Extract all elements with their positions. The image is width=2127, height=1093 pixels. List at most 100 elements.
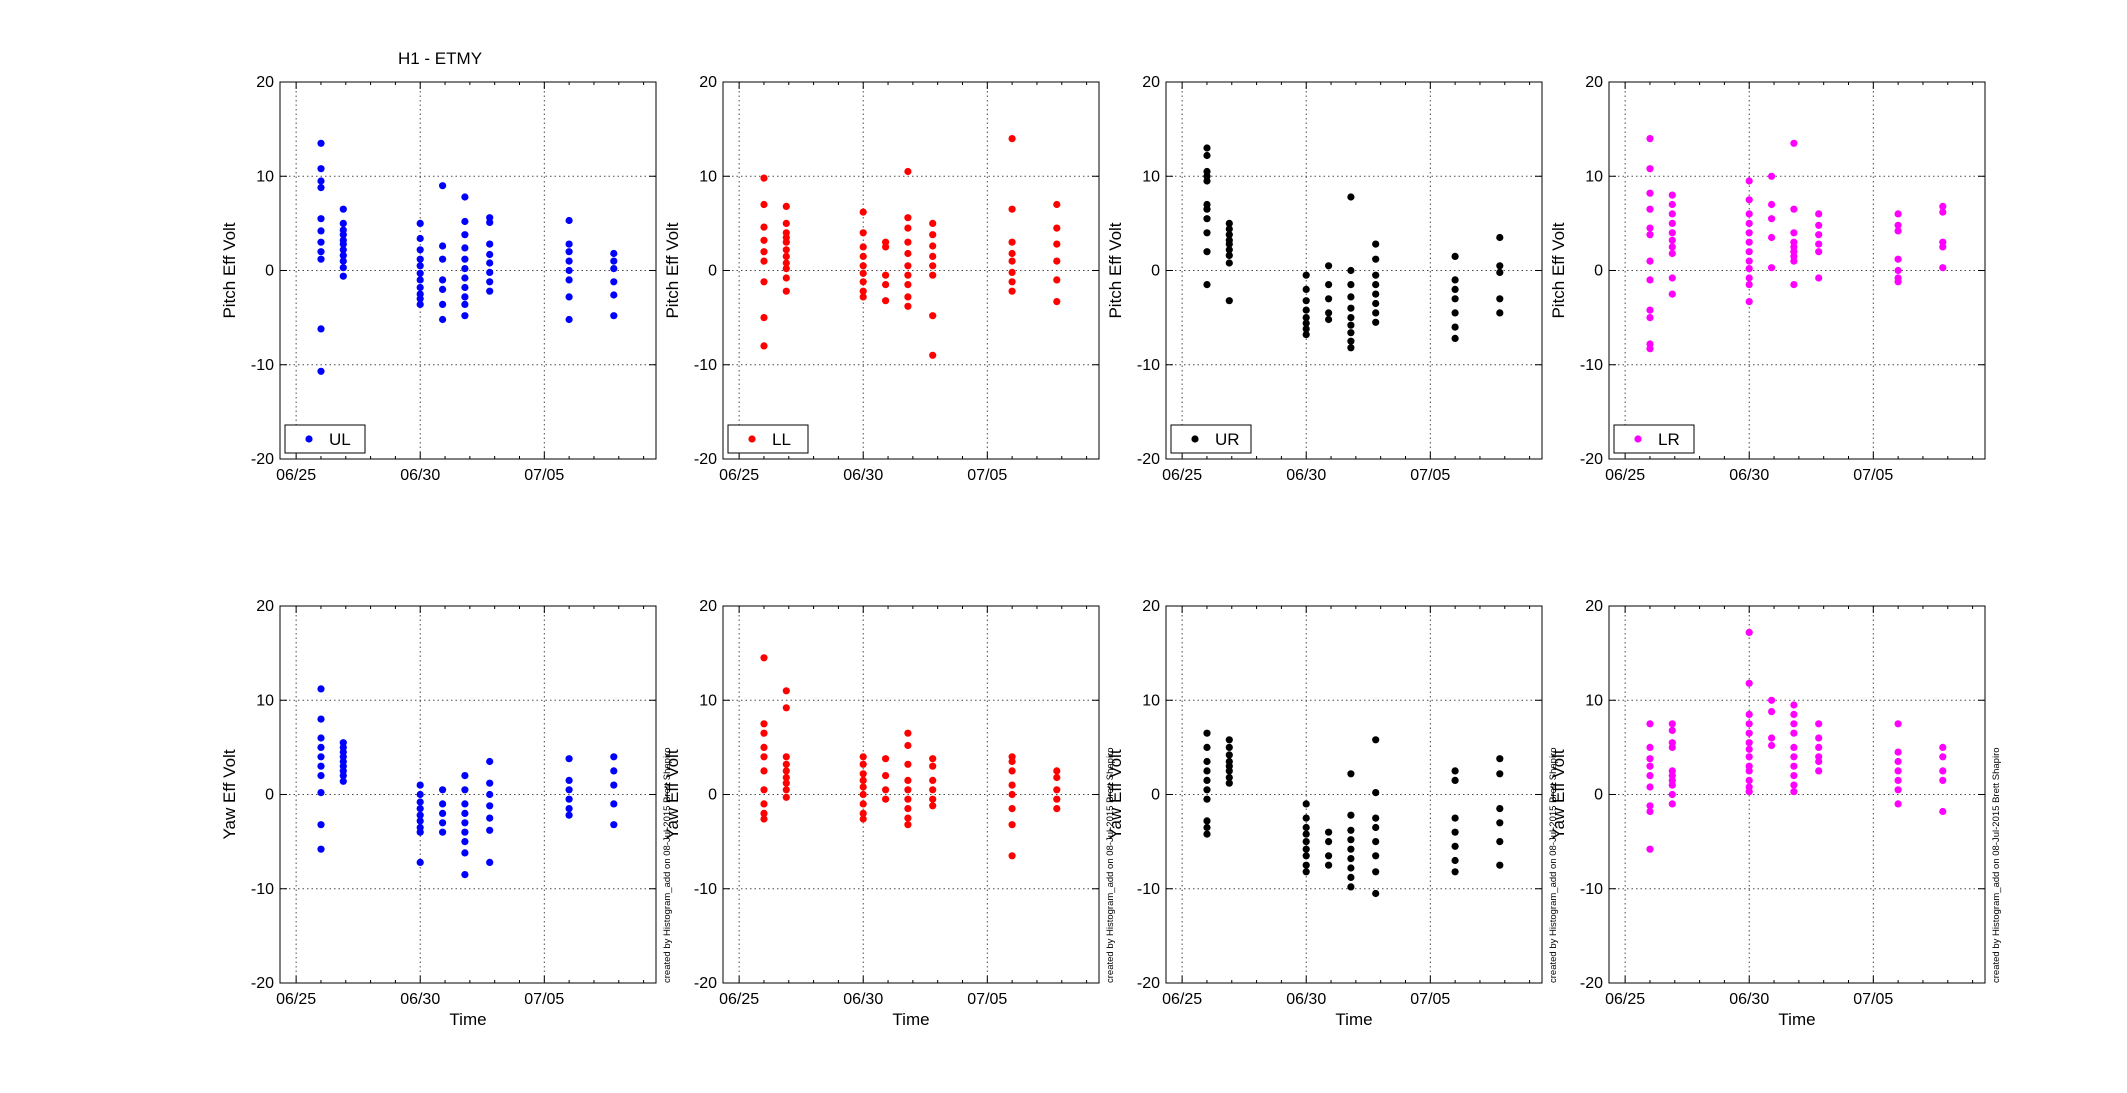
data-point xyxy=(1745,628,1753,637)
data-point xyxy=(1768,708,1776,716)
data-point xyxy=(782,265,790,273)
data-point xyxy=(859,243,867,251)
data-point xyxy=(1646,772,1654,780)
data-point xyxy=(1939,776,1947,785)
data-point xyxy=(317,821,325,829)
data-point xyxy=(1745,257,1753,265)
data-point xyxy=(416,246,424,254)
data-point xyxy=(1053,805,1061,813)
data-point xyxy=(317,238,325,246)
data-point xyxy=(610,781,618,789)
y-tick-label: 20 xyxy=(699,74,717,91)
data-point xyxy=(1302,814,1310,822)
data-point xyxy=(1225,246,1233,254)
data-point xyxy=(904,262,912,270)
data-point xyxy=(416,790,424,799)
data-point xyxy=(1745,298,1753,306)
data-point xyxy=(461,828,469,836)
x-tick-label: 07/05 xyxy=(524,467,564,484)
data-point xyxy=(1894,255,1902,263)
y-tick-label: 20 xyxy=(1142,74,1160,91)
data-point xyxy=(1203,151,1211,160)
data-point xyxy=(1894,227,1902,235)
data-point xyxy=(1646,276,1654,284)
data-point xyxy=(1451,252,1459,260)
data-point xyxy=(1451,776,1459,785)
data-point xyxy=(565,266,573,275)
data-series xyxy=(760,654,1061,860)
legend-box xyxy=(727,424,809,454)
data-point xyxy=(782,704,790,712)
data-point xyxy=(416,262,424,270)
data-point xyxy=(1668,800,1676,808)
data-point xyxy=(1347,329,1355,337)
subplot-bottom-2: 06/25 06/30 07/05 -20 -10 0 10 20 Yaw Eff Volt Ti… xyxy=(663,598,1116,1029)
data-point xyxy=(1225,225,1233,233)
data-point xyxy=(1302,868,1310,876)
data-point xyxy=(1325,852,1333,860)
y-tick-label: 20 xyxy=(1585,74,1603,91)
data-point xyxy=(1496,233,1504,242)
data-point xyxy=(486,218,494,226)
data-point xyxy=(1451,334,1459,342)
data-point xyxy=(1745,238,1753,246)
x-tick-label: 06/30 xyxy=(1729,991,1769,1008)
data-point xyxy=(1372,889,1380,898)
y-tick-label: 20 xyxy=(699,598,717,615)
data-point xyxy=(461,231,469,239)
data-point xyxy=(859,753,867,761)
data-point xyxy=(859,278,867,286)
data-point xyxy=(1325,838,1333,846)
data-point xyxy=(565,293,573,301)
x-axis-label: Time xyxy=(1778,1010,1815,1029)
data-point xyxy=(610,753,618,761)
data-point xyxy=(1768,233,1776,242)
data-point xyxy=(760,815,768,823)
legend: LL xyxy=(727,424,809,454)
data-point xyxy=(565,776,573,785)
data-point xyxy=(1790,729,1798,737)
data-point xyxy=(1008,767,1016,775)
y-tick-label: -20 xyxy=(694,451,717,468)
legend: UL xyxy=(284,424,366,454)
data-point xyxy=(461,283,469,292)
y-tick-label: -10 xyxy=(1580,357,1603,374)
data-point xyxy=(904,293,912,301)
y-tick-label: 20 xyxy=(1585,598,1603,615)
data-point xyxy=(1894,786,1902,794)
data-point xyxy=(1372,789,1380,797)
data-point xyxy=(1347,811,1355,819)
data-point xyxy=(565,795,573,803)
x-tick-label: 06/25 xyxy=(276,467,316,484)
data-point xyxy=(339,272,347,280)
data-point xyxy=(929,802,937,810)
data-point xyxy=(461,838,469,846)
data-point xyxy=(317,743,325,752)
data-point xyxy=(882,243,890,251)
data-point xyxy=(1646,257,1654,265)
x-tick-label: 06/25 xyxy=(1162,467,1202,484)
y-tick-label: -20 xyxy=(1137,975,1160,992)
data-point xyxy=(1225,251,1233,259)
data-point xyxy=(1894,776,1902,785)
legend-box xyxy=(1613,424,1695,454)
x-tick-label: 06/25 xyxy=(1605,991,1645,1008)
data-point xyxy=(1768,734,1776,742)
y-tick-label: 0 xyxy=(265,787,274,804)
y-tick-label: -10 xyxy=(251,357,274,374)
data-point xyxy=(1646,314,1654,322)
data-point xyxy=(1225,297,1233,305)
data-point xyxy=(1496,819,1504,827)
data-point xyxy=(1768,741,1776,750)
x-tick-label: 06/25 xyxy=(719,467,759,484)
data-point xyxy=(565,786,573,794)
data-point xyxy=(929,795,937,803)
data-point xyxy=(1451,323,1459,331)
data-point xyxy=(1496,268,1504,276)
data-point xyxy=(1939,767,1947,775)
data-point xyxy=(1745,767,1753,775)
tick-marks xyxy=(1166,81,1542,460)
data-point xyxy=(1203,729,1211,737)
data-point xyxy=(317,165,325,173)
